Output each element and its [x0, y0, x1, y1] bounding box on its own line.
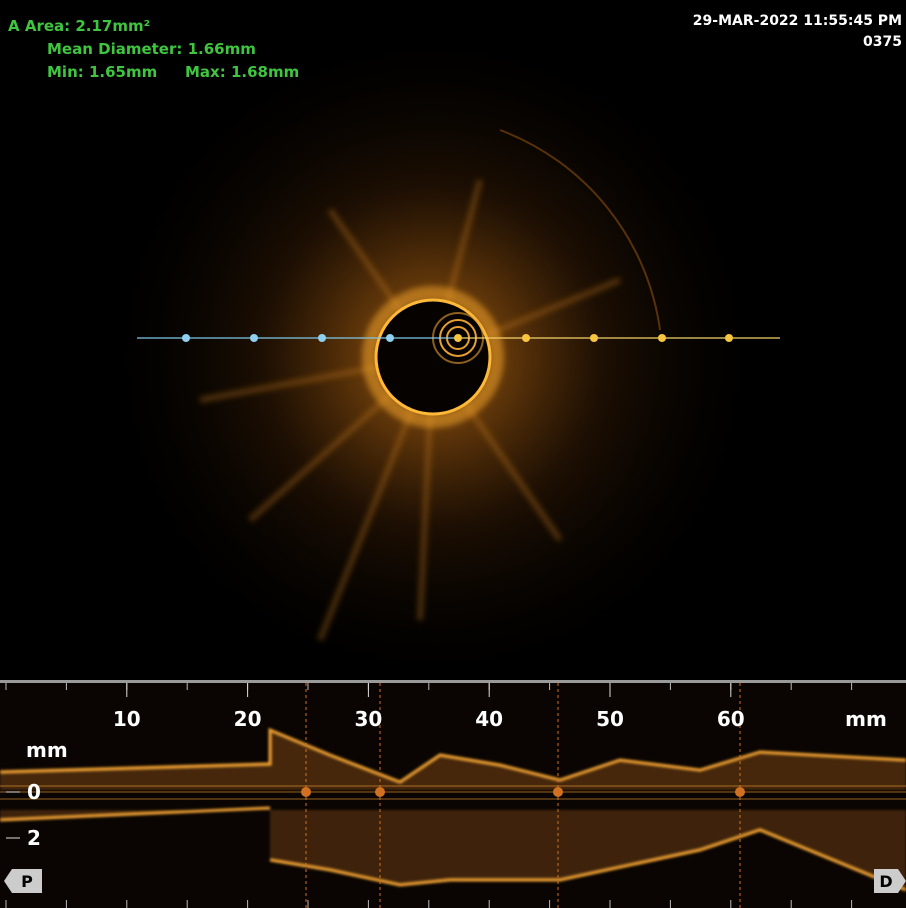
- longitudinal-tissue: [0, 727, 906, 892]
- min-label: Min: 1.65mm: [47, 63, 157, 81]
- frame-number: 0375: [863, 34, 902, 50]
- measure-markers-right: [454, 334, 733, 342]
- lumen-glow: [362, 286, 504, 428]
- proximal-label: P: [21, 872, 33, 891]
- distal-button[interactable]: [874, 869, 898, 893]
- outer-wall: [499, 129, 661, 331]
- area-label: A Area: 2.17mm²: [8, 17, 150, 35]
- length-unit: mm: [845, 707, 887, 731]
- length-tick-label: 20: [234, 707, 262, 731]
- length-tick-label: 10: [113, 707, 141, 731]
- depth-tick-label: 2: [27, 826, 41, 850]
- distal-label: D: [879, 872, 892, 891]
- timestamp: 29-MAR-2022 11:55:45 PM: [693, 13, 902, 29]
- mean-diameter-label: Mean Diameter: 1.66mm: [47, 40, 256, 58]
- proximal-arrow: [4, 869, 12, 893]
- frame-cursors: [305, 683, 741, 908]
- divider: [0, 680, 906, 683]
- length-tick-label: 60: [717, 707, 745, 731]
- frame-markers: [301, 787, 745, 797]
- length-tick-label: 50: [596, 707, 624, 731]
- distal-arrow: [898, 869, 906, 893]
- max-label: Max: 1.68mm: [185, 63, 299, 81]
- length-tick-label: 40: [475, 707, 503, 731]
- measure-markers-left: [182, 334, 394, 342]
- length-tick-label: 30: [354, 707, 382, 731]
- proximal-button[interactable]: [12, 869, 42, 893]
- depth-tick-label: 0: [27, 780, 41, 804]
- depth-unit: mm: [26, 738, 68, 762]
- catheter-lines: [0, 785, 906, 800]
